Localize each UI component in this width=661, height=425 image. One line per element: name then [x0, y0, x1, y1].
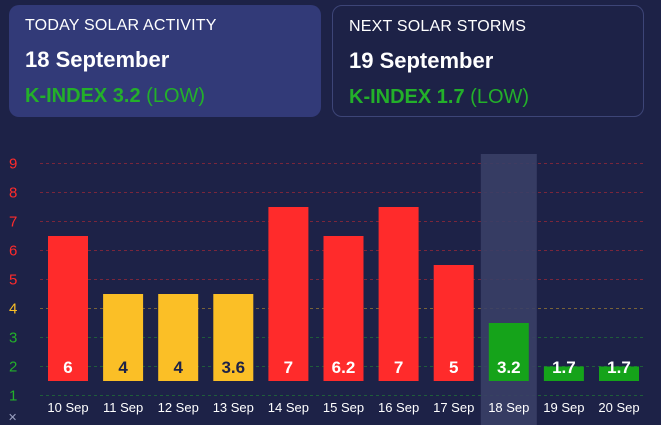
today-card-date: 18 September: [25, 47, 170, 72]
x-tick-1: 11 Sep: [103, 400, 143, 415]
value-label-1: 4: [118, 358, 128, 377]
bar-9: [543, 366, 584, 381]
x-tick-10: 20 Sep: [598, 400, 639, 415]
y-tick-3: 3: [9, 330, 17, 347]
value-label-4: 7: [284, 358, 293, 377]
y-tick-2: 2: [9, 359, 17, 376]
today-card-label: TODAY SOLAR ACTIVITY: [25, 17, 217, 34]
x-tick-5: 15 Sep: [323, 400, 364, 415]
x-tick-0: 10 Sep: [47, 400, 88, 415]
bar-10: [599, 366, 639, 381]
bar-3: [213, 294, 254, 381]
y-tick-9: 9: [9, 156, 17, 173]
today-activity-card: TODAY SOLAR ACTIVITY 18 September K-INDE…: [9, 5, 321, 117]
x-tick-9: 19 Sep: [543, 400, 584, 415]
next-card-label: NEXT SOLAR STORMS: [349, 18, 527, 35]
y-tick-7: 7: [9, 214, 17, 231]
today-k-value: K-INDEX 3.2: [25, 85, 141, 107]
x-tick-2: 12 Sep: [158, 400, 199, 415]
next-k-level: (LOW): [470, 86, 530, 108]
y-tick-6: 6: [9, 243, 17, 260]
value-label-7: 5: [449, 358, 458, 377]
value-label-0: 6: [63, 358, 72, 377]
bar-5: [323, 236, 364, 381]
chart-highlight: [480, 154, 537, 425]
bar-2: [158, 294, 199, 381]
y-tick-4: 4: [9, 301, 17, 318]
value-label-10: 1.7: [607, 358, 631, 377]
highlight-column: [480, 154, 537, 425]
value-label-6: 7: [394, 358, 403, 377]
x-tick-6: 16 Sep: [378, 400, 419, 415]
chart-x-ticks: 10 Sep 11 Sep 12 Sep 13 Sep 14 Sep 15 Sep 16 S…: [47, 400, 639, 415]
y-tick-5: 5: [9, 272, 17, 289]
bar-8: [488, 323, 529, 381]
value-label-8: 3.2: [497, 358, 521, 377]
bar-0: [48, 236, 88, 381]
bar-4: [268, 207, 309, 381]
value-label-9: 1.7: [552, 358, 576, 377]
y-tick-8: 8: [9, 185, 17, 202]
today-k-level: (LOW): [146, 85, 206, 107]
x-tick-4: 14 Sep: [268, 400, 309, 415]
next-storms-card: NEXT SOLAR STORMS 19 September K-INDEX 1…: [332, 5, 644, 117]
bar-6: [378, 207, 419, 381]
next-k-value: K-INDEX 1.7: [349, 86, 465, 108]
x-tick-7: 17 Sep: [433, 400, 474, 415]
bar-7: [433, 265, 474, 381]
next-card-date: 19 September: [349, 48, 494, 73]
bar-1: [103, 294, 144, 381]
x-tick-3: 13 Sep: [213, 400, 254, 415]
chart-bars: [48, 207, 639, 381]
chart-y-ticks: 1 2 3 4 5 6 7 8 9: [9, 156, 17, 405]
next-k-index: K-INDEX 1.7 (LOW): [349, 86, 627, 109]
today-k-index: K-INDEX 3.2 (LOW): [25, 85, 305, 108]
value-label-5: 6.2: [332, 358, 356, 377]
value-label-2: 4: [173, 358, 183, 377]
y-tick-1: 1: [9, 388, 17, 405]
x-axis-marker: ✕: [8, 412, 17, 424]
chart-value-labels: 6 4 4 3.6 7 6.2 7 5 3.2 1.7 1.7: [63, 358, 631, 377]
value-label-3: 3.6: [221, 358, 245, 377]
x-tick-8: 18 Sep: [488, 400, 529, 415]
